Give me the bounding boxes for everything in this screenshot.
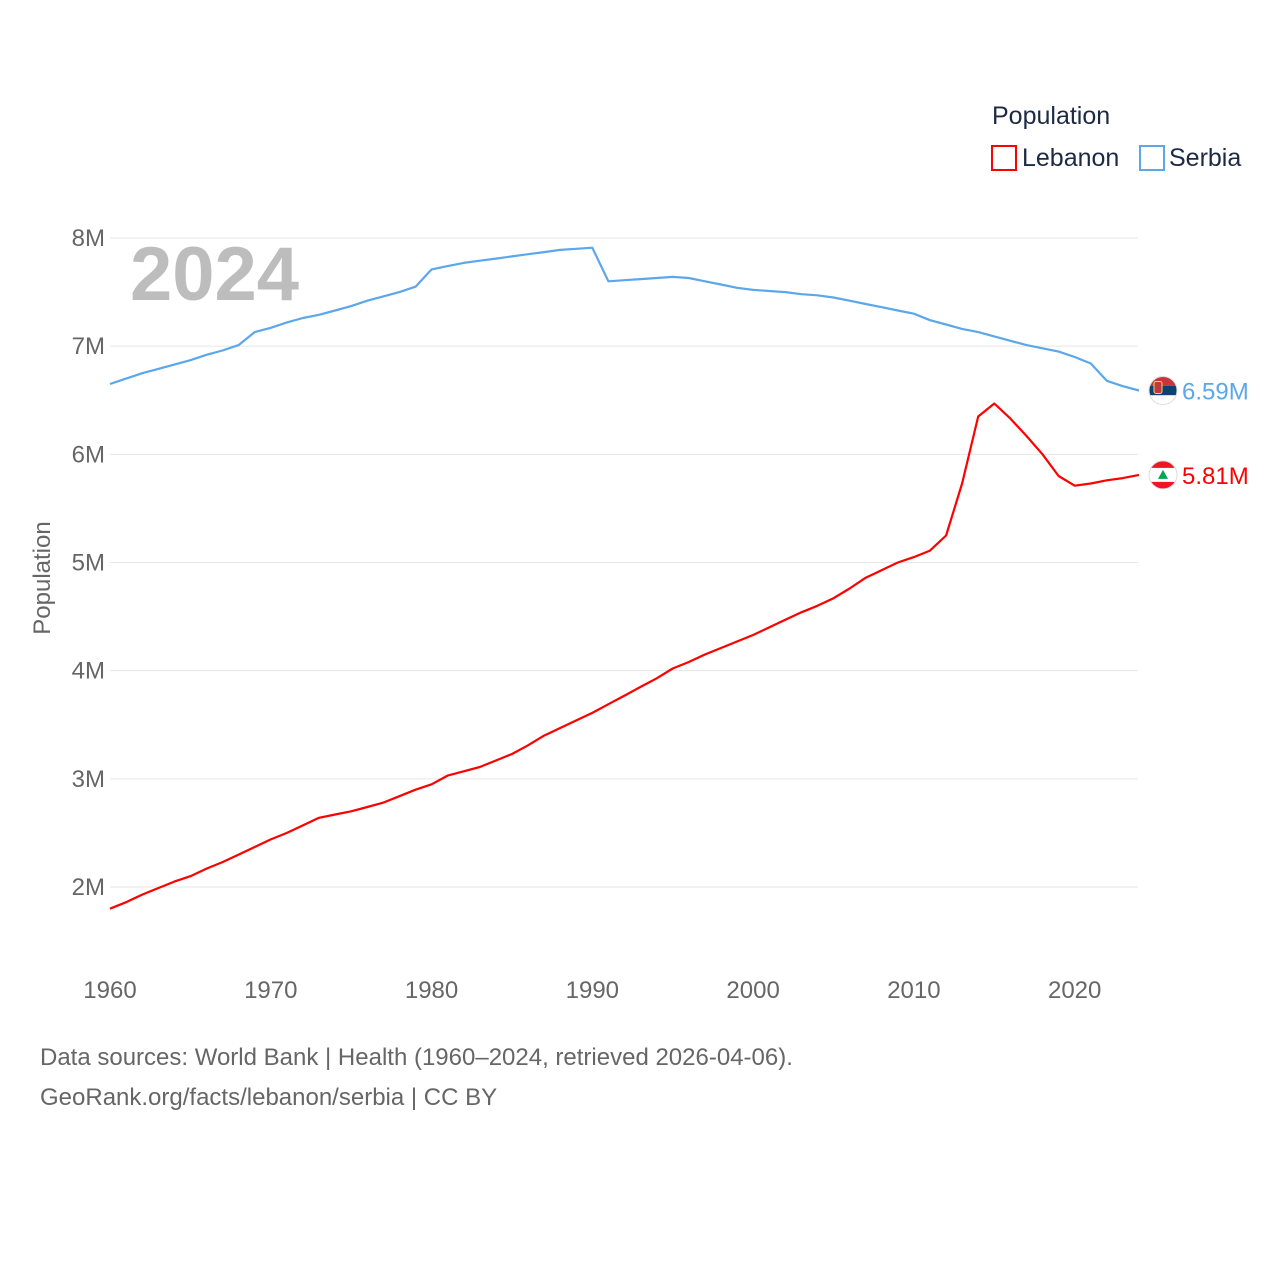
y-tick-label: 2M [72, 874, 105, 901]
x-tick-label: 2000 [726, 977, 779, 1004]
y-tick-label: 8M [72, 225, 105, 252]
y-tick-label: 4M [72, 658, 105, 685]
y-tick-label: 3M [72, 766, 105, 793]
x-tick-label: 2010 [887, 977, 940, 1004]
footer-sources: Data sources: World Bank | Health (1960–… [40, 1044, 793, 1071]
serbia-flag-icon [1148, 376, 1178, 406]
footer-credit[interactable]: GeoRank.org/facts/lebanon/serbia | CC BY [40, 1084, 498, 1111]
x-tick-label: 2020 [1048, 977, 1101, 1004]
y-tick-label: 6M [72, 441, 105, 468]
legend-label-serbia[interactable]: Serbia [1169, 144, 1241, 172]
y-tick-label: 5M [72, 550, 105, 577]
y-tick-label: 7M [72, 333, 105, 360]
legend-swatch-lebanon[interactable] [991, 145, 1017, 171]
x-axis: 1960 1970 1980 1990 2000 2010 2020 [83, 977, 1101, 1004]
y-axis: 2M 3M 4M 5M 6M 7M 8M [72, 225, 105, 901]
legend: Population Lebanon Serbia [991, 102, 1241, 172]
series-lines [109, 246, 1140, 910]
legend-title: Population [992, 102, 1110, 130]
series-end-labels: 5.81M 6.59M [1148, 376, 1249, 490]
lebanon-flag-icon [1148, 460, 1178, 490]
x-tick-label: 1990 [566, 977, 619, 1004]
x-tick-label: 1980 [405, 977, 458, 1004]
end-label-serbia: 6.59M [1182, 379, 1249, 406]
series-line-serbia [109, 246, 1140, 392]
legend-swatch-serbia[interactable] [1139, 145, 1165, 171]
year-overlay: 2024 [130, 232, 299, 317]
end-label-lebanon: 5.81M [1182, 463, 1249, 490]
series-line-lebanon [109, 402, 1140, 910]
y-axis-label: Population [29, 521, 56, 634]
grid [110, 237, 1138, 888]
x-tick-label: 1970 [244, 977, 297, 1004]
x-tick-label: 1960 [83, 977, 136, 1004]
legend-label-lebanon[interactable]: Lebanon [1022, 144, 1119, 172]
